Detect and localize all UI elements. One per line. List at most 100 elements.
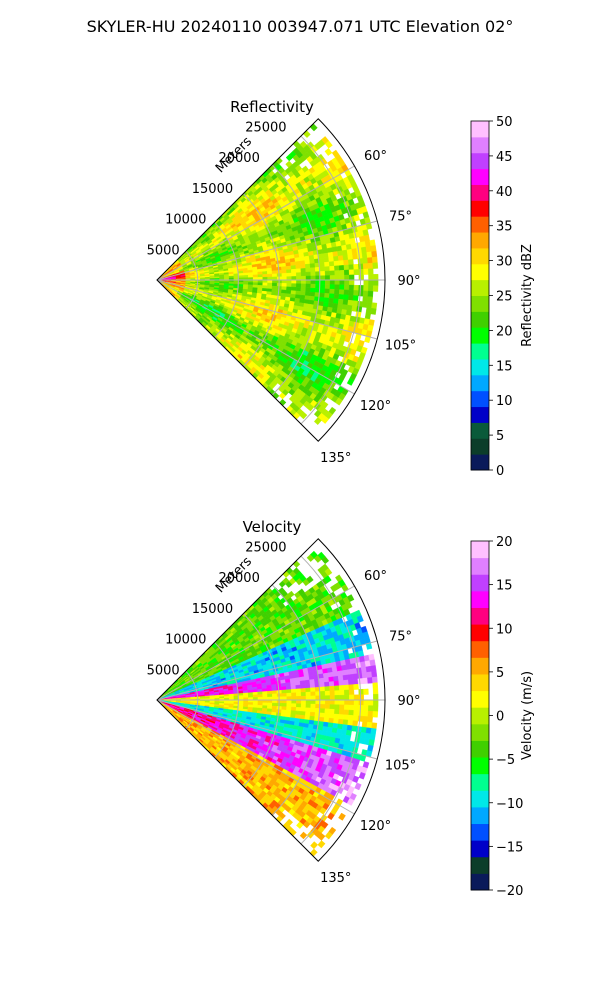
radar-cell	[361, 301, 368, 308]
radar-cell	[352, 253, 359, 260]
radar-cell	[296, 276, 302, 281]
radar-cell	[353, 290, 359, 297]
radar-cell	[342, 299, 349, 306]
radar-cell	[329, 270, 336, 276]
radar-cell	[286, 269, 292, 274]
radar-cell	[272, 273, 278, 278]
radar-cell	[286, 276, 292, 281]
radar-cell	[329, 275, 336, 281]
radar-cell	[310, 271, 316, 277]
radar-cell	[300, 283, 307, 289]
radar-cell	[281, 703, 287, 708]
radar-cell	[238, 275, 244, 279]
colorbar-swatch	[471, 184, 489, 201]
radar-cell	[252, 282, 259, 286]
radar-cell	[272, 702, 278, 707]
radar-cell	[333, 255, 339, 262]
radar-cell	[371, 250, 378, 258]
radar-cell	[341, 249, 348, 256]
colorbar-swatch	[471, 295, 489, 312]
radar-cell	[328, 297, 335, 304]
radar-cell	[328, 256, 335, 263]
radar-cell	[370, 245, 377, 252]
radar-cell	[368, 268, 374, 275]
radar-cell	[362, 257, 369, 264]
grid-spoke	[156, 279, 355, 395]
radar-cell	[257, 691, 263, 695]
radar-cell	[267, 693, 273, 698]
radar-cell	[367, 290, 374, 298]
radar-cell	[305, 703, 312, 709]
radar-cell	[310, 703, 316, 709]
radar-cell	[324, 284, 331, 290]
panel-title: Reflectivity	[230, 98, 314, 116]
radar-cell	[362, 290, 369, 297]
radar-cell	[320, 690, 326, 696]
radar-cell	[310, 699, 316, 705]
radar-cell	[286, 279, 292, 284]
radar-cell	[335, 397, 343, 406]
radar-cell	[310, 287, 316, 293]
radar-cell	[324, 292, 330, 299]
radar-cell	[295, 707, 302, 712]
radar-cell	[344, 274, 350, 281]
radar-cell	[309, 291, 316, 297]
radar-cell	[300, 711, 306, 716]
radar-cell	[285, 685, 292, 691]
radar-cell	[281, 286, 287, 291]
radar-cell	[367, 257, 373, 264]
radar-cell	[247, 692, 254, 696]
radar-cell	[271, 267, 278, 272]
radar-cell	[281, 269, 287, 274]
radar-cell	[329, 284, 336, 290]
radar-cell	[305, 291, 311, 297]
radar-cell	[329, 265, 335, 272]
radial-tick-label: 20000	[218, 151, 259, 166]
radar-cell	[305, 267, 311, 273]
radar-cell	[324, 686, 331, 692]
radar-cell	[344, 269, 350, 276]
radar-cell	[343, 289, 350, 296]
grid-spoke	[156, 220, 378, 281]
radar-cell	[300, 707, 307, 712]
azimuth-tick-label: 60°	[364, 149, 387, 164]
radar-cell	[281, 272, 287, 277]
radar-cell	[296, 272, 302, 277]
radar-cell	[271, 270, 278, 275]
radar-cell	[281, 692, 287, 697]
radar-cell	[252, 691, 259, 696]
radar-cell	[320, 284, 326, 290]
radar-cell	[267, 270, 273, 275]
radar-cell	[281, 266, 287, 271]
radar-cell	[329, 695, 336, 701]
radar-cell	[333, 680, 340, 687]
radar-cell	[328, 713, 335, 719]
colorbar-swatch	[471, 343, 489, 360]
radar-cell	[291, 696, 297, 701]
colorbar-tick-label: 35	[496, 220, 513, 235]
radar-cell	[319, 708, 326, 714]
radar-cell	[334, 289, 340, 295]
radar-cell	[363, 285, 369, 292]
velocity-panel: Velocity50001000015000200002500060°75°90…	[147, 518, 535, 899]
radar-cell	[334, 275, 340, 281]
colorbar-tick-label: 50	[496, 115, 513, 130]
radar-cell	[324, 140, 333, 149]
radar-cell	[363, 268, 369, 275]
radar-cell	[300, 291, 306, 296]
radar-cell	[323, 677, 330, 683]
radar-cell	[300, 264, 306, 269]
colorbar-swatch	[471, 152, 489, 170]
radar-cell	[348, 264, 355, 271]
radar-cell	[353, 269, 360, 276]
radar-cell	[319, 266, 326, 272]
radar-cell	[305, 691, 312, 697]
radar-cell	[322, 672, 329, 679]
radar-cell	[305, 699, 312, 705]
colorbar-tick-label: 25	[496, 290, 513, 305]
radar-cell	[368, 279, 374, 286]
radar-cell	[320, 699, 326, 705]
colorbar-swatch	[471, 422, 489, 439]
radar-cell	[267, 690, 273, 695]
radar-cell	[344, 284, 350, 291]
